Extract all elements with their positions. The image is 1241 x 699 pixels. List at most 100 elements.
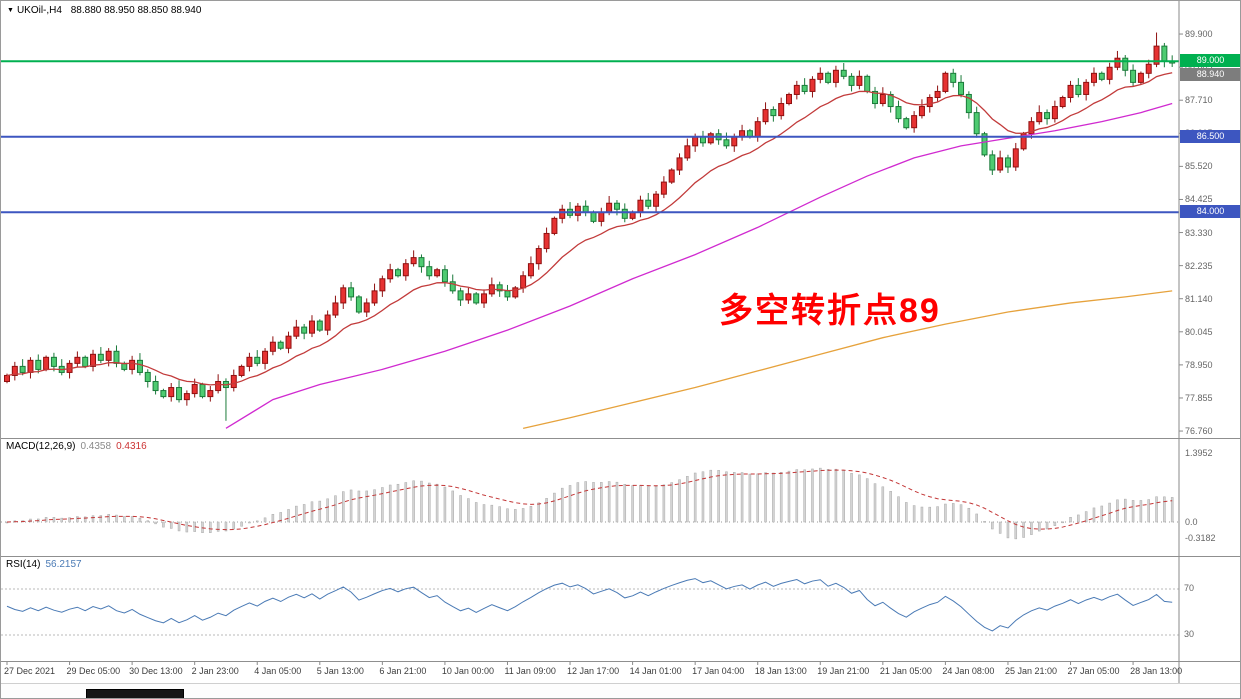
candle-body xyxy=(136,359,143,373)
candle-body xyxy=(293,326,300,337)
macd-histogram-bar xyxy=(850,473,853,523)
macd-histogram-bar xyxy=(1053,521,1057,526)
macd-histogram-bar xyxy=(162,521,165,528)
macd-histogram-bar xyxy=(764,472,767,523)
candle-body xyxy=(441,269,448,283)
candle-body xyxy=(262,350,269,364)
macd-histogram-bar xyxy=(1014,521,1018,540)
macd-histogram-bar xyxy=(975,513,978,523)
macd-histogram-bar xyxy=(639,485,642,523)
rsi-panel[interactable] xyxy=(1,578,1179,636)
candle-body xyxy=(363,302,370,313)
macd-histogram-bar xyxy=(1084,511,1088,523)
horizontal-scrollbar-thumb[interactable] xyxy=(86,689,184,698)
candle-body xyxy=(911,115,918,129)
macd-histogram-bar xyxy=(795,469,799,523)
panel-splitter-rsi[interactable] xyxy=(1,556,1240,557)
macd-histogram-bar xyxy=(967,507,971,523)
macd-signal-line xyxy=(6,469,1173,531)
macd-histogram-bar xyxy=(467,498,470,523)
candle-body xyxy=(825,72,832,83)
macd-panel[interactable] xyxy=(1,467,1179,540)
candle-body xyxy=(90,353,97,367)
macd-main-value: 0.4358 xyxy=(80,441,112,452)
macd-histogram-bar xyxy=(295,505,298,523)
macd-histogram-bar xyxy=(693,472,697,523)
candle-body xyxy=(1028,121,1035,135)
macd-histogram-bar xyxy=(514,509,517,523)
macd-histogram-bar xyxy=(506,508,509,523)
macd-histogram-bar xyxy=(271,514,275,523)
candle-body xyxy=(778,103,785,117)
candle-body xyxy=(269,341,276,352)
candle-body xyxy=(793,84,800,95)
macd-histogram-bar xyxy=(1147,499,1150,523)
macd-histogram-bar xyxy=(428,482,431,523)
macd-histogram-bar xyxy=(216,521,220,532)
macd-histogram-bar xyxy=(756,473,759,523)
macd-histogram-bar xyxy=(334,495,337,523)
macd-signal-value: 0.4316 xyxy=(116,441,147,452)
macd-histogram-bar xyxy=(240,521,243,527)
macd-header: MACD(12,26,9) 0.4358 0.4316 xyxy=(6,441,147,452)
macd-histogram-bar xyxy=(865,478,869,523)
macd-histogram-bar xyxy=(451,490,454,523)
candle-body xyxy=(598,211,605,222)
symbol-dropdown-icon[interactable]: ▼ xyxy=(7,7,14,14)
macd-histogram-bar xyxy=(858,474,861,523)
panel-splitter-macd[interactable] xyxy=(1,438,1240,439)
candle-body xyxy=(707,133,714,144)
macd-histogram-bar xyxy=(819,467,822,523)
macd-histogram-bar xyxy=(686,476,689,523)
candle-body xyxy=(965,93,972,114)
candle-body xyxy=(1145,63,1152,74)
macd-histogram-bar xyxy=(842,470,845,523)
annotation-text[interactable]: 多空转折点89 xyxy=(719,292,941,330)
candle-body xyxy=(395,269,401,277)
candle-body xyxy=(316,320,323,331)
macd-histogram-bar xyxy=(60,517,63,523)
macd-histogram-bar xyxy=(224,521,228,532)
macd-histogram-bar xyxy=(928,506,932,523)
candle-body xyxy=(324,314,331,331)
macd-histogram-bar xyxy=(615,481,619,523)
candle-body xyxy=(848,75,855,86)
candle-body xyxy=(144,371,151,382)
macd-histogram-bar xyxy=(326,498,329,523)
candle-body xyxy=(1122,57,1129,71)
macd-histogram-bar xyxy=(959,504,963,523)
macd-histogram-bar xyxy=(1139,500,1143,523)
candle-body xyxy=(574,205,581,216)
candle-body xyxy=(731,136,738,147)
macd-histogram-bar xyxy=(349,489,353,523)
candle-body xyxy=(74,356,81,364)
macd-histogram-bar xyxy=(91,515,95,523)
macd-histogram-bar xyxy=(646,486,650,523)
horizontal-scrollbar-track[interactable] xyxy=(1,683,1240,698)
candle-body xyxy=(1098,72,1105,80)
candle-body xyxy=(215,380,222,392)
main-panel[interactable] xyxy=(1,32,1179,429)
macd-histogram-bar xyxy=(209,521,212,533)
macd-histogram-bar xyxy=(287,509,290,523)
macd-histogram-bar xyxy=(68,517,71,523)
macd-histogram-bar xyxy=(709,469,713,523)
macd-histogram-bar xyxy=(474,502,478,523)
candle-body xyxy=(387,269,394,280)
macd-histogram-bar xyxy=(169,521,173,529)
candle-body xyxy=(19,365,26,373)
macd-histogram-bar xyxy=(529,506,533,523)
candle-body xyxy=(152,380,159,392)
candle-body xyxy=(840,69,847,77)
macd-histogram-bar xyxy=(568,485,572,523)
candle-body xyxy=(692,136,699,147)
candle-body xyxy=(1083,81,1090,95)
candle-body xyxy=(1161,45,1168,62)
macd-histogram-bar xyxy=(357,490,361,523)
candle-body xyxy=(457,290,464,301)
candle-body xyxy=(473,293,480,304)
candle-body xyxy=(11,365,18,376)
macd-histogram-bar xyxy=(310,501,314,523)
macd-histogram-bar xyxy=(521,508,525,523)
